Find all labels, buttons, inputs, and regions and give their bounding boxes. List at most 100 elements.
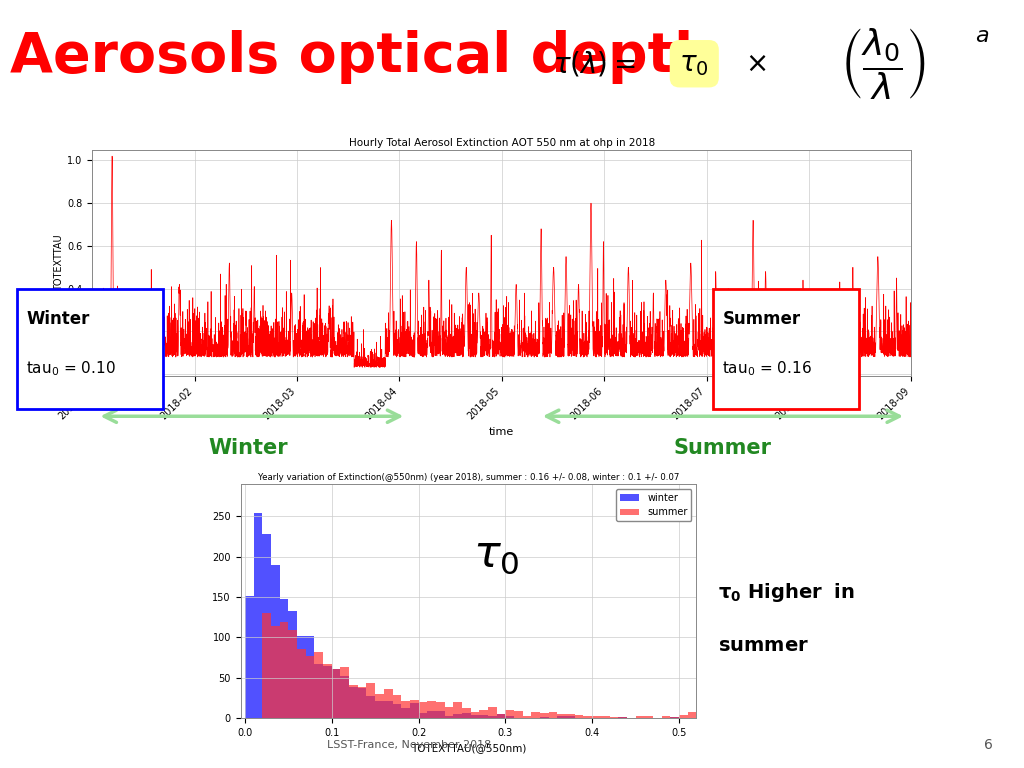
Bar <box>522 717 531 718</box>
Text: $\left(\dfrac{\lambda_0}{\lambda}\right)$: $\left(\dfrac{\lambda_0}{\lambda}\right)… <box>840 26 926 101</box>
Bar <box>584 716 592 718</box>
Bar <box>549 713 557 718</box>
Bar <box>332 669 340 718</box>
Bar <box>540 713 549 718</box>
Bar <box>324 664 332 718</box>
Text: $\mathbf{\tau_0}$ $\mathbf{Higher\ \ in}$: $\mathbf{\tau_0}$ $\mathbf{Higher\ \ in}… <box>718 581 854 604</box>
Bar <box>314 664 324 718</box>
Text: tau$_0$ = 0.10: tau$_0$ = 0.10 <box>27 359 116 379</box>
Bar <box>254 513 262 718</box>
Bar <box>479 715 488 718</box>
Bar <box>427 701 436 718</box>
Bar <box>462 707 471 718</box>
Bar <box>340 676 349 718</box>
Bar <box>688 713 696 718</box>
Bar <box>601 716 609 718</box>
Bar <box>488 707 497 718</box>
Bar <box>566 714 574 718</box>
Bar <box>436 702 444 718</box>
Bar <box>454 702 462 718</box>
Bar <box>392 694 401 718</box>
Bar <box>427 711 436 718</box>
Bar <box>531 713 540 718</box>
Bar <box>454 714 462 718</box>
Bar <box>349 685 357 718</box>
Text: $a$: $a$ <box>975 26 989 46</box>
Bar <box>479 710 488 718</box>
Bar <box>679 715 688 718</box>
Bar <box>375 694 384 718</box>
Bar <box>557 717 566 718</box>
Bar <box>280 599 289 718</box>
Bar <box>609 717 618 718</box>
Bar <box>262 534 271 718</box>
Bar <box>392 704 401 718</box>
Bar <box>324 667 332 718</box>
Bar <box>574 715 584 718</box>
Title: Hourly Total Aerosol Extinction AOT 550 nm at ohp in 2018: Hourly Total Aerosol Extinction AOT 550 … <box>348 137 655 147</box>
Bar <box>419 713 427 718</box>
Text: $\tau_0$: $\tau_0$ <box>680 50 709 78</box>
Bar <box>401 708 410 718</box>
Bar <box>444 717 454 718</box>
Text: LSST-France, November 2018: LSST-France, November 2018 <box>328 740 492 750</box>
Bar <box>636 717 644 718</box>
FancyBboxPatch shape <box>16 290 163 409</box>
Text: Aerosols optical depth: Aerosols optical depth <box>10 30 714 84</box>
Bar <box>662 716 671 718</box>
Bar <box>340 667 349 718</box>
Text: 6: 6 <box>984 738 993 752</box>
Bar <box>314 652 324 718</box>
Bar <box>289 630 297 718</box>
Bar <box>401 701 410 718</box>
Bar <box>384 689 392 718</box>
Bar <box>280 622 289 718</box>
Bar <box>471 712 479 718</box>
Text: $\times$: $\times$ <box>744 50 766 78</box>
Bar <box>367 697 375 718</box>
Bar <box>410 700 419 718</box>
Text: $\mathbf{summer}$: $\mathbf{summer}$ <box>718 636 809 655</box>
Bar <box>471 715 479 718</box>
Bar <box>306 637 314 718</box>
Bar <box>644 716 653 718</box>
Bar <box>262 613 271 718</box>
Bar <box>488 717 497 718</box>
Title: Yearly variation of Extinction(@550nm) (year 2018), summer : 0.16 +/- 0.08, wint: Yearly variation of Extinction(@550nm) (… <box>258 472 679 482</box>
Bar <box>297 637 306 718</box>
Bar <box>245 596 254 718</box>
X-axis label: TOTEXTTAU(@550nm): TOTEXTTAU(@550nm) <box>411 743 526 753</box>
Text: $\tau_0$: $\tau_0$ <box>472 532 519 576</box>
Y-axis label: TOTEXTTAU: TOTEXTTAU <box>54 235 65 291</box>
Bar <box>410 703 419 718</box>
Bar <box>506 710 514 718</box>
Bar <box>419 702 427 718</box>
Bar <box>497 714 506 718</box>
Bar <box>497 714 506 718</box>
Bar <box>357 687 367 718</box>
Bar <box>444 707 454 718</box>
Text: tau$_0$ = 0.16: tau$_0$ = 0.16 <box>722 359 812 379</box>
Bar <box>349 687 357 718</box>
Text: Summer: Summer <box>674 439 772 458</box>
Text: Winter: Winter <box>27 310 89 328</box>
Bar <box>566 717 574 718</box>
Bar <box>384 701 392 718</box>
Bar <box>618 717 627 718</box>
Bar <box>271 565 280 718</box>
Bar <box>540 717 549 718</box>
Bar <box>306 656 314 718</box>
Bar <box>506 717 514 718</box>
Bar <box>436 711 444 718</box>
Bar <box>514 711 522 718</box>
Bar <box>592 716 601 718</box>
FancyBboxPatch shape <box>713 290 859 409</box>
X-axis label: time: time <box>489 427 514 437</box>
Bar <box>271 626 280 718</box>
Bar <box>671 717 679 718</box>
Text: $\tau(\lambda) = $: $\tau(\lambda) = $ <box>553 49 636 78</box>
Bar <box>297 650 306 718</box>
Text: Winter: Winter <box>208 439 288 458</box>
Bar <box>289 611 297 718</box>
Bar <box>375 701 384 718</box>
